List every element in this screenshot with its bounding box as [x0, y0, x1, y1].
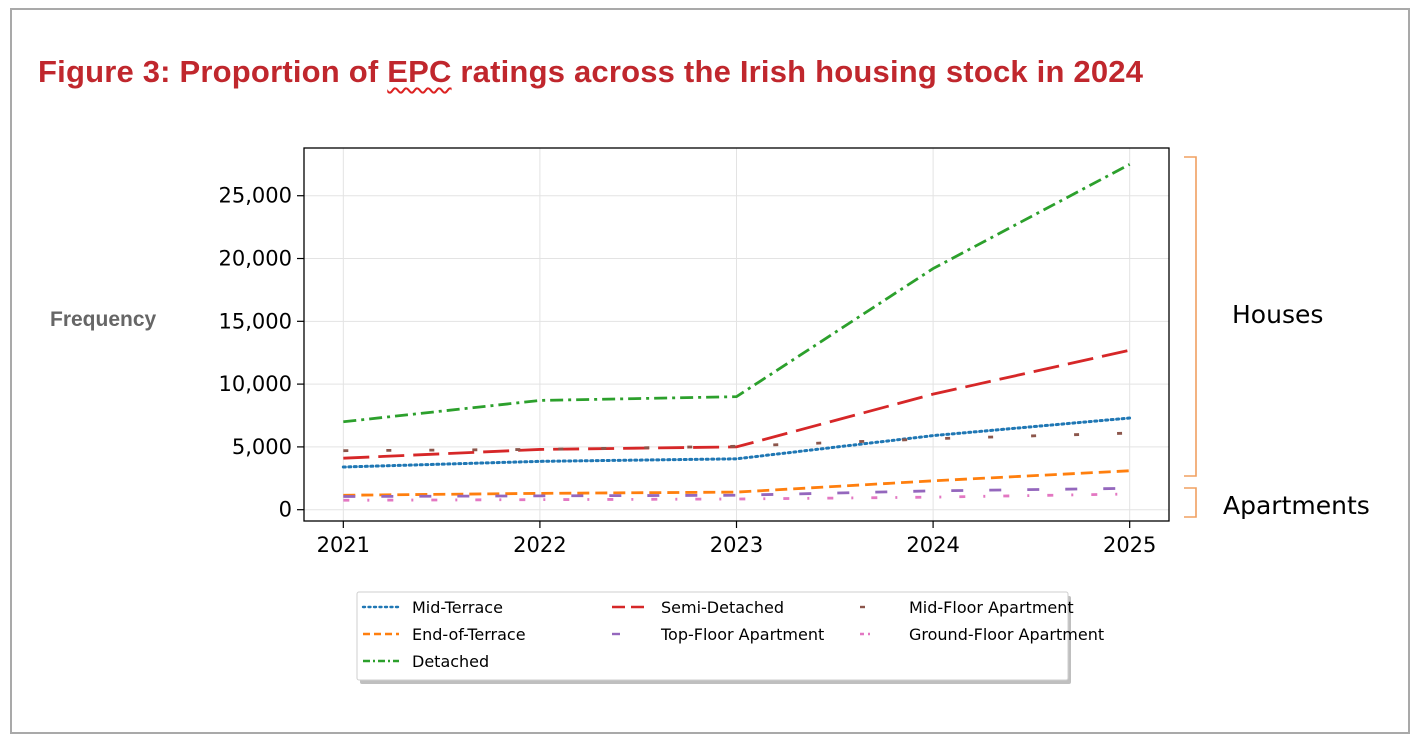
houses-label: Houses: [1232, 300, 1324, 329]
legend-label: End-of-Terrace: [412, 625, 526, 644]
y-tick-label: 15,000: [219, 309, 292, 333]
title-part-after: ratings across the Irish housing stock i…: [451, 54, 1144, 89]
y-tick-label: 10,000: [219, 372, 292, 396]
series-line-end-of-terrace: [343, 469, 1130, 497]
y-tick-label: 0: [279, 498, 292, 522]
apartments-label: Apartments: [1223, 491, 1370, 520]
x-tick-label: 2025: [1103, 533, 1156, 557]
x-tick-label: 2022: [513, 533, 566, 557]
x-tick-label: 2023: [710, 533, 763, 557]
y-axis-label: Frequency: [50, 308, 157, 331]
title-part-epc: EPC: [387, 54, 452, 89]
x-tick-label: 2021: [317, 533, 370, 557]
legend-label: Mid-Terrace: [412, 598, 503, 617]
series-line-mid-floor-apartment: [343, 431, 1130, 453]
legend-label: Semi-Detached: [661, 598, 784, 617]
figure-title: Figure 3: Proportion of EPC ratings acro…: [38, 54, 1143, 90]
series-line-mid-terrace: [341, 416, 1132, 469]
x-tick-label: 2024: [906, 533, 959, 557]
series-lines: [341, 163, 1132, 502]
houses-bracket: [1184, 156, 1197, 477]
group-brackets: [1184, 156, 1197, 518]
series-line-top-floor-apartment: [343, 486, 1130, 498]
series-line-semi-detached: [343, 348, 1130, 460]
legend-label: Top-Floor Apartment: [660, 625, 824, 644]
legend-box: [356, 591, 1069, 681]
axis-ticks: 2021 2022 2023 2024 2025 0 5,000 10,000 15,000 20…: [219, 184, 1157, 557]
legend-label: Ground-Floor Apartment: [909, 625, 1104, 644]
apartments-bracket: [1184, 487, 1197, 518]
y-tick-label: 20,000: [219, 247, 292, 271]
y-tick-label: 25,000: [219, 184, 292, 208]
legend-label: Mid-Floor Apartment: [909, 598, 1074, 617]
title-part-before: Figure 3: Proportion of: [38, 54, 388, 89]
y-tick-label: 5,000: [232, 435, 292, 459]
grid: [304, 148, 1169, 521]
legend: Mid-Terrace Semi-Detached Mid-Floor Apartm…: [356, 591, 1104, 684]
series-line-detached: [343, 163, 1131, 424]
legend-label: Detached: [412, 652, 489, 671]
